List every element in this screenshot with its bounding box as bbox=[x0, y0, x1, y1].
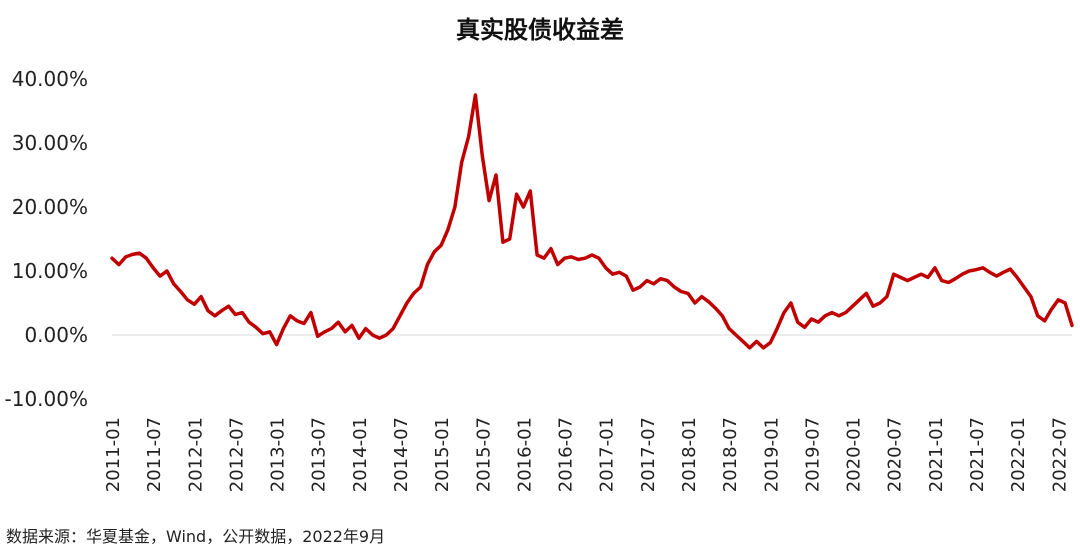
y-tick-label: 30.00% bbox=[12, 131, 88, 155]
y-axis-ticks: 40.00% 30.00% 20.00% 10.00% 0.00% -10.00% bbox=[5, 67, 88, 411]
x-tick-label: 2019-01 bbox=[761, 417, 782, 492]
x-tick-label: 2022-07 bbox=[1049, 417, 1070, 492]
x-tick-label: 2017-07 bbox=[638, 417, 659, 492]
x-tick-label: 2022-01 bbox=[1008, 417, 1029, 492]
y-tick-label: -10.00% bbox=[5, 387, 88, 411]
x-tick-label: 2019-07 bbox=[802, 417, 823, 492]
y-tick-label: 10.00% bbox=[12, 259, 88, 283]
y-tick-label: 20.00% bbox=[12, 195, 88, 219]
x-tick-label: 2020-01 bbox=[844, 417, 865, 492]
x-tick-label: 2015-07 bbox=[473, 417, 494, 492]
x-tick-label: 2014-07 bbox=[391, 417, 412, 492]
x-tick-label: 2015-01 bbox=[432, 417, 453, 492]
x-tick-label: 2020-07 bbox=[885, 417, 906, 492]
source-note: 数据来源：华夏基金，Wind，公开数据，2022年9月 bbox=[6, 527, 385, 546]
y-tick-label: 40.00% bbox=[12, 67, 88, 91]
x-tick-label: 2014-01 bbox=[350, 417, 371, 492]
x-tick-label: 2021-07 bbox=[967, 417, 988, 492]
x-tick-label: 2018-01 bbox=[679, 417, 700, 492]
x-tick-label: 2016-01 bbox=[514, 417, 535, 492]
x-tick-label: 2012-07 bbox=[226, 417, 247, 492]
series-line bbox=[110, 93, 1074, 350]
x-tick-label: 2013-07 bbox=[309, 417, 330, 492]
x-tick-label: 2021-01 bbox=[926, 417, 947, 492]
x-tick-label: 2013-01 bbox=[268, 417, 289, 492]
x-tick-label: 2011-01 bbox=[103, 417, 124, 492]
x-tick-label: 2017-01 bbox=[597, 417, 618, 492]
x-tick-label: 2016-07 bbox=[556, 417, 577, 492]
x-axis-ticks: 2011-01 2011-07 2012-01 2012-07 2013-01 2013-… bbox=[103, 417, 1070, 492]
series-group bbox=[110, 93, 1074, 350]
y-tick-label: 0.00% bbox=[24, 323, 88, 347]
chart-title: 真实股债收益差 bbox=[456, 16, 624, 44]
x-tick-label: 2011-07 bbox=[144, 417, 165, 492]
x-tick-label: 2018-07 bbox=[720, 417, 741, 492]
x-tick-label: 2012-01 bbox=[185, 417, 206, 492]
